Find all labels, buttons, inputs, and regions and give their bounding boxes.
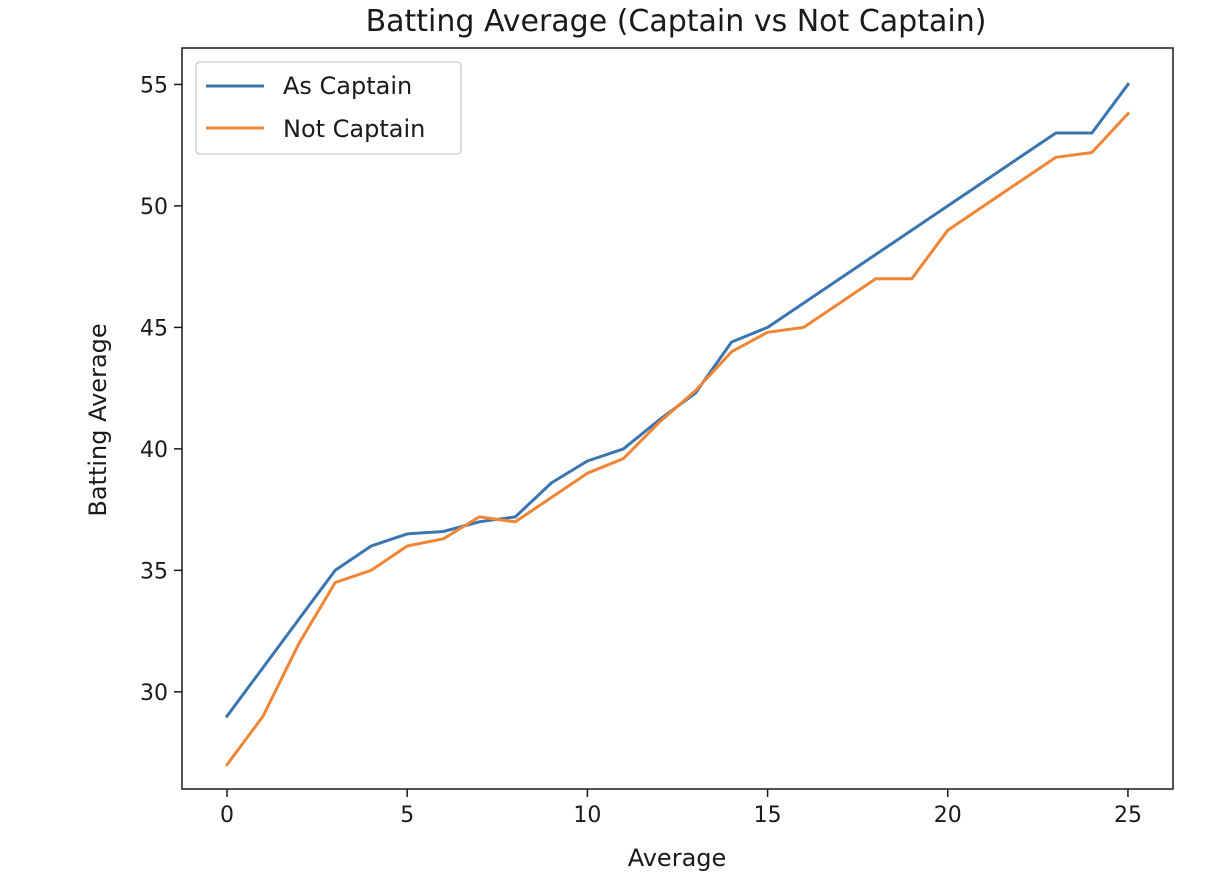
x-tick-label: 0	[220, 803, 234, 828]
legend-label-not-captain: Not Captain	[283, 115, 425, 143]
x-tick-label: 15	[754, 803, 782, 828]
x-tick-label: 20	[934, 803, 962, 828]
legend-label-as-captain: As Captain	[283, 72, 412, 100]
x-tick-label: 25	[1114, 803, 1142, 828]
x-tick-label: 10	[573, 803, 601, 828]
x-axis: 0 5 10 15 20 25	[220, 789, 1142, 828]
y-tick-label: 45	[140, 316, 168, 341]
plot-area	[181, 47, 1174, 790]
y-tick-label: 55	[140, 73, 168, 98]
y-tick-label: 50	[140, 195, 168, 220]
legend: As Captain Not Captain	[195, 61, 462, 155]
y-axis-label: Batting Average	[84, 323, 112, 516]
series-layer	[224, 82, 1131, 767]
series-line-not-captain	[224, 111, 1131, 767]
y-axis: 30 35 40 45 50 55	[140, 73, 182, 706]
y-tick-label: 30	[140, 681, 168, 706]
y-tick-label: 35	[140, 559, 168, 584]
x-tick-label: 5	[400, 803, 414, 828]
y-tick-label: 40	[140, 438, 168, 463]
chart-title: Batting Average (Captain vs Not Captain)	[366, 4, 987, 39]
x-axis-label: Average	[628, 844, 727, 872]
